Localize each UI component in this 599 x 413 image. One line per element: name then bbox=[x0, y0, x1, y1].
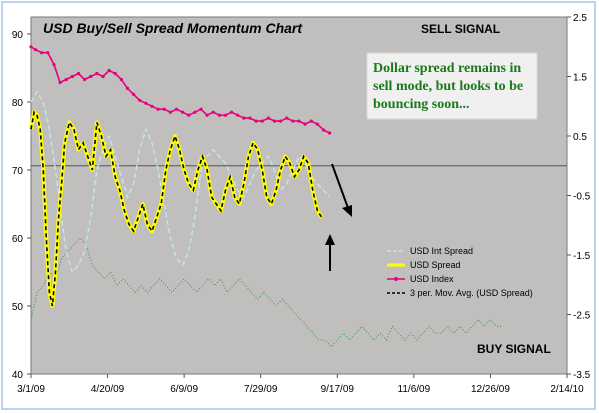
legend-label: USD Index bbox=[410, 274, 454, 284]
usd-index-point bbox=[211, 110, 215, 114]
usd-index-point bbox=[89, 74, 93, 79]
down-arrow bbox=[331, 163, 352, 217]
usd-index-point bbox=[168, 110, 172, 114]
legend-label: USD Spread bbox=[410, 260, 461, 270]
usd-index-point bbox=[46, 51, 50, 55]
y-right-tick-label: -3.5 bbox=[573, 370, 591, 381]
usd-index-point bbox=[285, 116, 289, 120]
series-usd-int-spread bbox=[30, 90, 331, 274]
legend-marker bbox=[394, 277, 398, 281]
series-usd-index bbox=[29, 45, 332, 135]
x-tick-label: 11/6/09 bbox=[398, 384, 431, 395]
chart-svg: 40 50 60 70 80 90 2.5 1.5 0.5 -0.5 -1.5 -2.5 -3.5 3/1… bbox=[12, 13, 591, 395]
usd-index-point bbox=[193, 110, 197, 114]
y-left-tick-label: 90 bbox=[12, 30, 24, 41]
usd-index-point bbox=[291, 119, 295, 123]
usd-index-point bbox=[297, 119, 301, 123]
series-3-per-mov-avg-usd-spread bbox=[30, 110, 323, 307]
usd-index-point bbox=[64, 77, 68, 82]
usd-index-point bbox=[58, 80, 62, 85]
y-right-tick-label: 2.5 bbox=[573, 13, 587, 24]
usd-index-point bbox=[162, 107, 166, 111]
y-right-tick-label: -0.5 bbox=[573, 192, 591, 203]
usd-index-point bbox=[113, 71, 117, 76]
usd-index-point bbox=[303, 122, 307, 126]
usd-index-point bbox=[83, 77, 87, 82]
usd-index-point bbox=[230, 110, 234, 114]
y-right-tick-label: 0.5 bbox=[573, 132, 587, 143]
usd-index-point bbox=[95, 71, 99, 76]
x-tick-label: 7/29/09 bbox=[244, 384, 278, 395]
usd-index-point bbox=[248, 116, 252, 120]
usd-index-point bbox=[187, 113, 191, 117]
usd-index-point bbox=[321, 128, 326, 132]
usd-index-point bbox=[223, 113, 228, 117]
usd-index-point bbox=[156, 107, 160, 111]
usd-index-point bbox=[132, 92, 136, 96]
usd-index-point bbox=[76, 71, 81, 76]
usd-index-point bbox=[205, 113, 209, 117]
sell-signal-label: SELL SIGNAL bbox=[421, 22, 500, 36]
usd-index-point bbox=[242, 116, 246, 120]
usd-index-point bbox=[181, 110, 185, 114]
usd-index-point bbox=[138, 98, 142, 102]
y-left-tick-label: 60 bbox=[12, 234, 24, 245]
annotation-line-3: bouncing soon... bbox=[373, 97, 469, 112]
y-left-tick-label: 40 bbox=[12, 370, 24, 381]
x-tick-label: 6/9/09 bbox=[170, 384, 198, 395]
usd-index-point bbox=[119, 77, 123, 82]
y-left-tick-label: 80 bbox=[12, 98, 24, 109]
usd-index-point bbox=[101, 74, 105, 79]
up-arrow bbox=[325, 234, 335, 271]
usd-index-point bbox=[70, 74, 74, 79]
usd-index-point bbox=[254, 119, 258, 123]
buy-signal-label: BUY SIGNAL bbox=[477, 342, 551, 356]
annotation-line-2: sell mode, but looks to be bbox=[373, 79, 523, 94]
annotation-line-1: Dollar spread remains in bbox=[373, 61, 521, 76]
x-tick-label: 4/20/09 bbox=[91, 384, 125, 395]
usd-index-point bbox=[29, 45, 33, 49]
usd-index-point bbox=[125, 86, 130, 90]
y-right-tick-label: 1.5 bbox=[573, 73, 587, 84]
x-tick-label: 12/26/09 bbox=[471, 384, 510, 395]
usd-index-point bbox=[260, 119, 264, 123]
legend-label: 3 per. Mov. Avg. (USD Spread) bbox=[410, 288, 533, 298]
usd-index-point bbox=[266, 116, 270, 120]
usd-index-point bbox=[150, 104, 154, 108]
usd-index-point bbox=[309, 119, 313, 123]
series-layer bbox=[29, 45, 503, 348]
y-right-tick-label: -2.5 bbox=[573, 311, 591, 322]
x-tick-label: 2/14/10 bbox=[550, 384, 584, 395]
usd-index-point bbox=[40, 51, 44, 55]
annotation-box: Dollar spread remains in sell mode, but … bbox=[366, 52, 538, 120]
usd-index-point bbox=[52, 63, 56, 67]
chart-title: USD Buy/Sell Spread Momentum Chart bbox=[43, 20, 303, 36]
usd-index-point bbox=[279, 119, 283, 123]
x-tick-label: 3/1/09 bbox=[17, 384, 45, 395]
y-left-tick-label: 70 bbox=[12, 166, 24, 177]
usd-index-point bbox=[315, 122, 319, 126]
usd-index-point bbox=[107, 68, 111, 73]
usd-index-point bbox=[217, 113, 221, 117]
y-right-tick-label: -1.5 bbox=[573, 251, 591, 262]
usd-index-point bbox=[34, 48, 38, 52]
usd-index-point bbox=[272, 119, 277, 123]
y-left-tick-label: 50 bbox=[12, 302, 24, 313]
axis-layer: 40 50 60 70 80 90 2.5 1.5 0.5 -0.5 -1.5 -2.5 -3.5 3/1… bbox=[12, 13, 591, 395]
legend-label: USD Int Spread bbox=[410, 246, 473, 256]
usd-index-point bbox=[174, 107, 179, 111]
x-tick-label: 9/17/09 bbox=[321, 384, 355, 395]
usd-index-point bbox=[144, 101, 148, 105]
legend: USD Int Spread USD Spread USD Index 3 per. … bbox=[383, 241, 555, 303]
usd-index-point bbox=[328, 131, 332, 135]
usd-index-point bbox=[199, 107, 203, 111]
usd-index-point bbox=[236, 113, 240, 117]
